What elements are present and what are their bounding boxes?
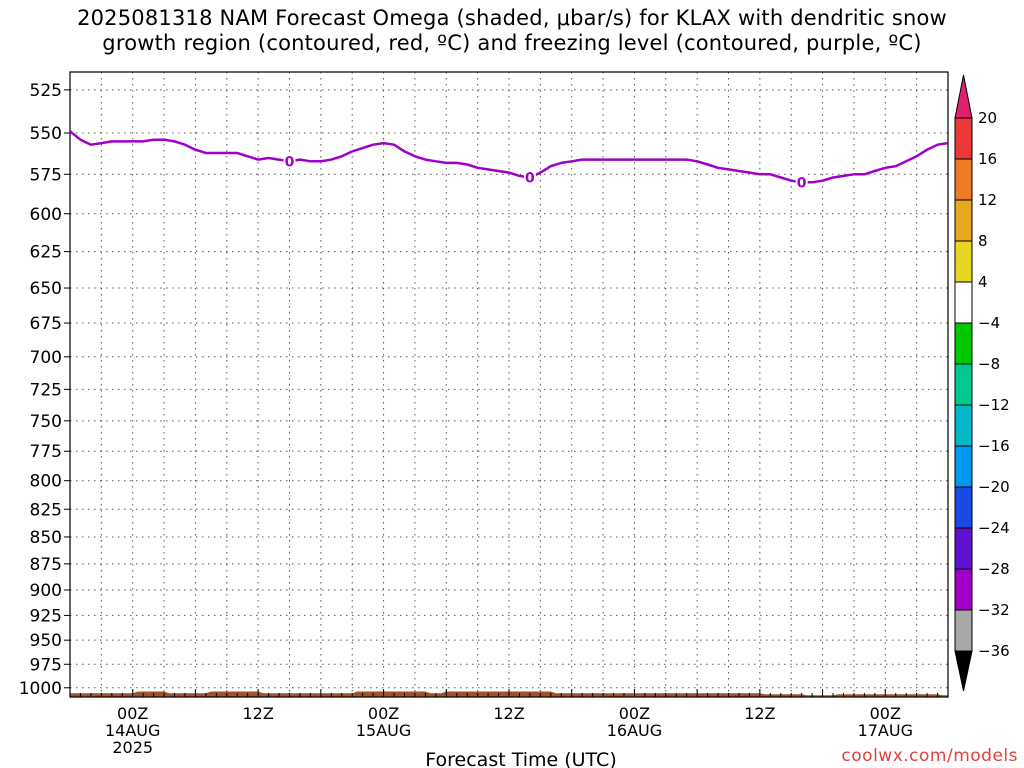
colorbar-label: −36 [978,642,1010,660]
plot-border [69,71,949,698]
colorbar-segment [954,609,973,652]
colorbar-segment [954,199,973,242]
y-tick-label: 875 [30,555,62,575]
colorbar-label: 20 [978,109,997,127]
colorbar-segment [954,527,973,570]
colorbar-label: 8 [978,232,988,250]
y-tick-label: 625 [30,243,62,263]
y-tick-label: 800 [30,472,62,492]
colorbar-label: −32 [978,601,1010,619]
credit-text: coolwx.com/models [841,746,1018,766]
x-tick-label: 12Z [744,704,775,723]
y-tick-label: 525 [30,81,62,101]
colorbar-segment [954,445,973,488]
y-tick-label: 725 [30,380,62,400]
colorbar-label: −28 [978,560,1010,578]
chart-title: 2025081318 NAM Forecast Omega (shaded, μ… [0,6,1024,56]
contour-label-bg [283,152,296,169]
x-tick-label: 12Z [493,704,524,723]
y-tick-label: 775 [30,442,62,462]
y-tick-label: 1000 [19,679,62,699]
colorbar-label: 4 [978,273,988,291]
colorbar-label: 12 [978,191,997,209]
y-tick-label: 700 [30,348,62,368]
contour-label: 0 [285,154,295,170]
colorbar-segment [954,486,973,529]
colorbar-arrow-top [954,74,973,119]
contour-label: 0 [797,175,807,191]
y-tick-label: 975 [30,655,62,675]
y-tick-label: 925 [30,606,62,626]
x-tick-label: 12Z [242,704,273,723]
x-tick-label: 15AUG [356,721,411,740]
colorbar-arrow-bottom [954,650,973,692]
colorbar-label: −24 [978,519,1010,537]
x-tick-label: 14AUG [105,721,160,740]
y-tick-label: 650 [30,279,62,299]
colorbar-segment [954,117,973,160]
x-tick-label: 00Z [619,704,650,723]
chart-title-line2: growth region (contoured, red, ºC) and f… [102,31,922,55]
y-tick-label: 575 [30,165,62,185]
x-tick-label: 16AUG [607,721,662,740]
contour-label: 0 [525,170,535,186]
y-tick-label: 675 [30,314,62,334]
colorbar-segment [954,240,973,283]
x-tick-label: 00Z [117,704,148,723]
y-tick-label: 550 [30,124,62,144]
x-tick-label: 2025 [112,738,153,757]
x-tick-label: 00Z [870,704,901,723]
y-tick-label: 750 [30,412,62,432]
colorbar-label: −4 [978,314,1000,332]
colorbar-label: −12 [978,396,1010,414]
colorbar-segment [954,363,973,406]
colorbar-segment [954,568,973,611]
colorbar-label: −20 [978,478,1010,496]
y-tick-label: 825 [30,500,62,520]
colorbar-label: −8 [978,355,1000,373]
colorbar-label: 16 [978,150,997,168]
chart-title-line1: 2025081318 NAM Forecast Omega (shaded, μ… [77,6,947,30]
x-tick-label: 00Z [368,704,399,723]
x-axis-label: Forecast Time (UTC) [425,749,616,768]
contour-label-bg [795,173,808,190]
colorbar-label: −16 [978,437,1010,455]
y-tick-label: 850 [30,528,62,548]
y-tick-label: 900 [30,581,62,601]
colorbar-segment [954,322,973,365]
contour-label-bg [523,168,536,185]
colorbar-segment [954,281,973,324]
colorbar-segment [954,158,973,201]
colorbar-segment [954,404,973,447]
y-tick-label: 600 [30,205,62,225]
y-tick-label: 950 [30,631,62,651]
x-tick-label: 17AUG [858,721,913,740]
